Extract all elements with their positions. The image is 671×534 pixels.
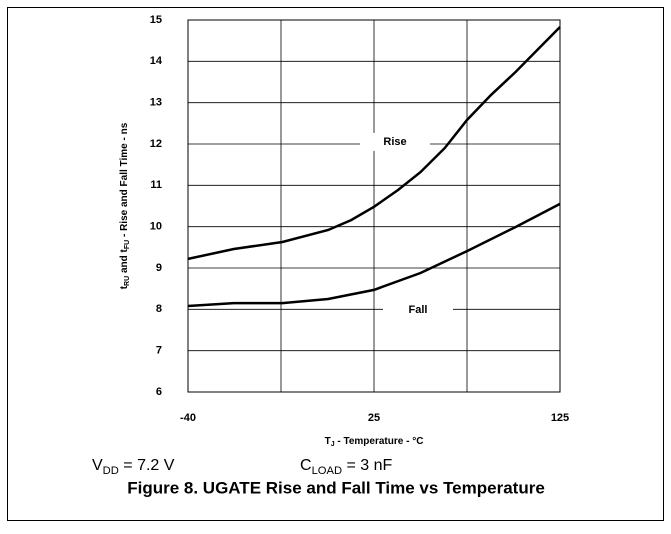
x-tick-label: -40 [180, 412, 196, 424]
y-tick-label: 7 [156, 345, 162, 357]
y-tick-label: 12 [150, 138, 162, 150]
text-main: V [92, 457, 103, 474]
text-main: C [300, 457, 312, 474]
text-sub: RU [124, 276, 131, 286]
text-rest: - Temperature - °C [335, 436, 424, 447]
text-main: and t [119, 248, 130, 275]
condition: CLOAD = 3 nF [300, 457, 393, 477]
text-sub: FU [124, 240, 131, 249]
caption: Figure 8. UGATE Rise and Fall Time vs Te… [127, 478, 545, 497]
y-tick-label: 14 [150, 55, 163, 67]
y-tick-label: 10 [150, 221, 162, 233]
x-tick-label: 25 [368, 412, 380, 424]
x-tick-label: 125 [551, 412, 569, 424]
y-tick-label: 13 [150, 97, 162, 109]
text-main: t [119, 285, 130, 289]
text-sub: J [331, 441, 335, 448]
text-main: T [325, 436, 331, 447]
text-sub: LOAD [312, 465, 342, 477]
annotation: Fall [409, 304, 428, 316]
frame [7, 7, 664, 521]
text-rest: = 7.2 V [119, 457, 175, 474]
annotation-bg [383, 301, 453, 320]
annotation: Rise [383, 136, 406, 148]
y-tick-label: 6 [156, 386, 162, 398]
annotation-bg [360, 132, 430, 151]
y-tick-label: 11 [150, 179, 162, 191]
y-tick-label: 9 [156, 262, 162, 274]
line-series [187, 26, 561, 261]
text-sub: DD [103, 465, 119, 477]
text-main: - Rise and Fall Time - ns [119, 122, 130, 240]
y-axis-label: tRU and tFU - Rise and Fall Time - ns [119, 122, 131, 289]
condition: VDD = 7.2 V [92, 457, 175, 477]
x-axis-label: TJ - Temperature - °C [325, 436, 424, 448]
y-tick-label: 15 [150, 14, 162, 26]
y-tick-label: 8 [156, 303, 162, 315]
line-series [187, 202, 561, 308]
text-rest: = 3 nF [342, 457, 392, 474]
